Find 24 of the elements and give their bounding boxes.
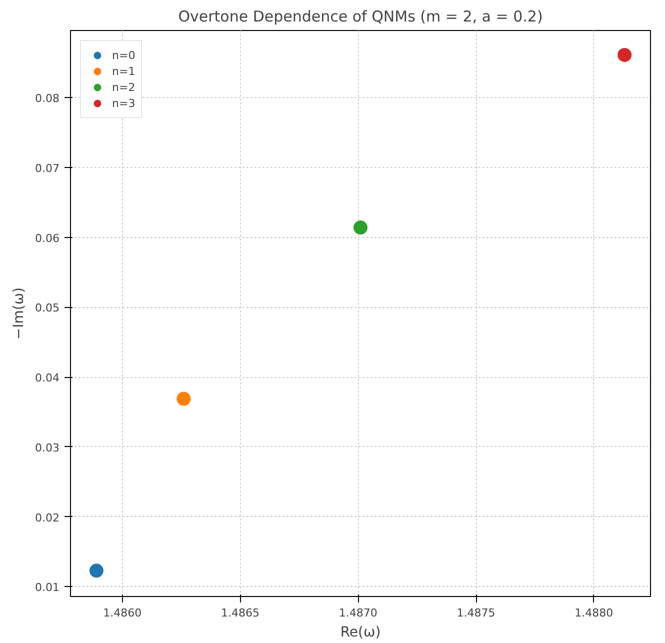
y-tick-label: 0.07 [35, 162, 60, 175]
x-tick-label: 1.4880 [574, 606, 614, 620]
legend-label: n=0 [112, 48, 136, 63]
y-tick-label: 0.08 [35, 92, 60, 106]
point [176, 392, 191, 406]
x-tick-label: 1.4865 [221, 606, 260, 620]
x-tick-label: 1.4870 [338, 606, 378, 620]
legend-label: n=2 [112, 80, 136, 95]
legend-label: n=1 [112, 64, 136, 79]
legend-label: n=3 [112, 96, 136, 111]
x-tick-label: 1.4860 [103, 606, 142, 620]
point [89, 564, 104, 578]
y-tick-label: 0.05 [35, 302, 60, 315]
point [354, 220, 368, 235]
y-tick-label: 0.03 [35, 441, 60, 454]
chart-title: Overtone Dependence of QNMs (m = 2, a = 0.2) [178, 8, 543, 26]
y-tick-label: 0.01 [35, 581, 60, 594]
y-axis-title: −Im(ω) [11, 287, 28, 340]
point [618, 48, 632, 62]
y-tick-label: 0.02 [35, 511, 60, 524]
x-tick-label: 1.4875 [456, 606, 496, 620]
y-tick-label: 0.04 [35, 372, 60, 385]
x-axis-title: Re(ω) [340, 624, 381, 640]
y-tick-label: 0.06 [35, 232, 60, 245]
